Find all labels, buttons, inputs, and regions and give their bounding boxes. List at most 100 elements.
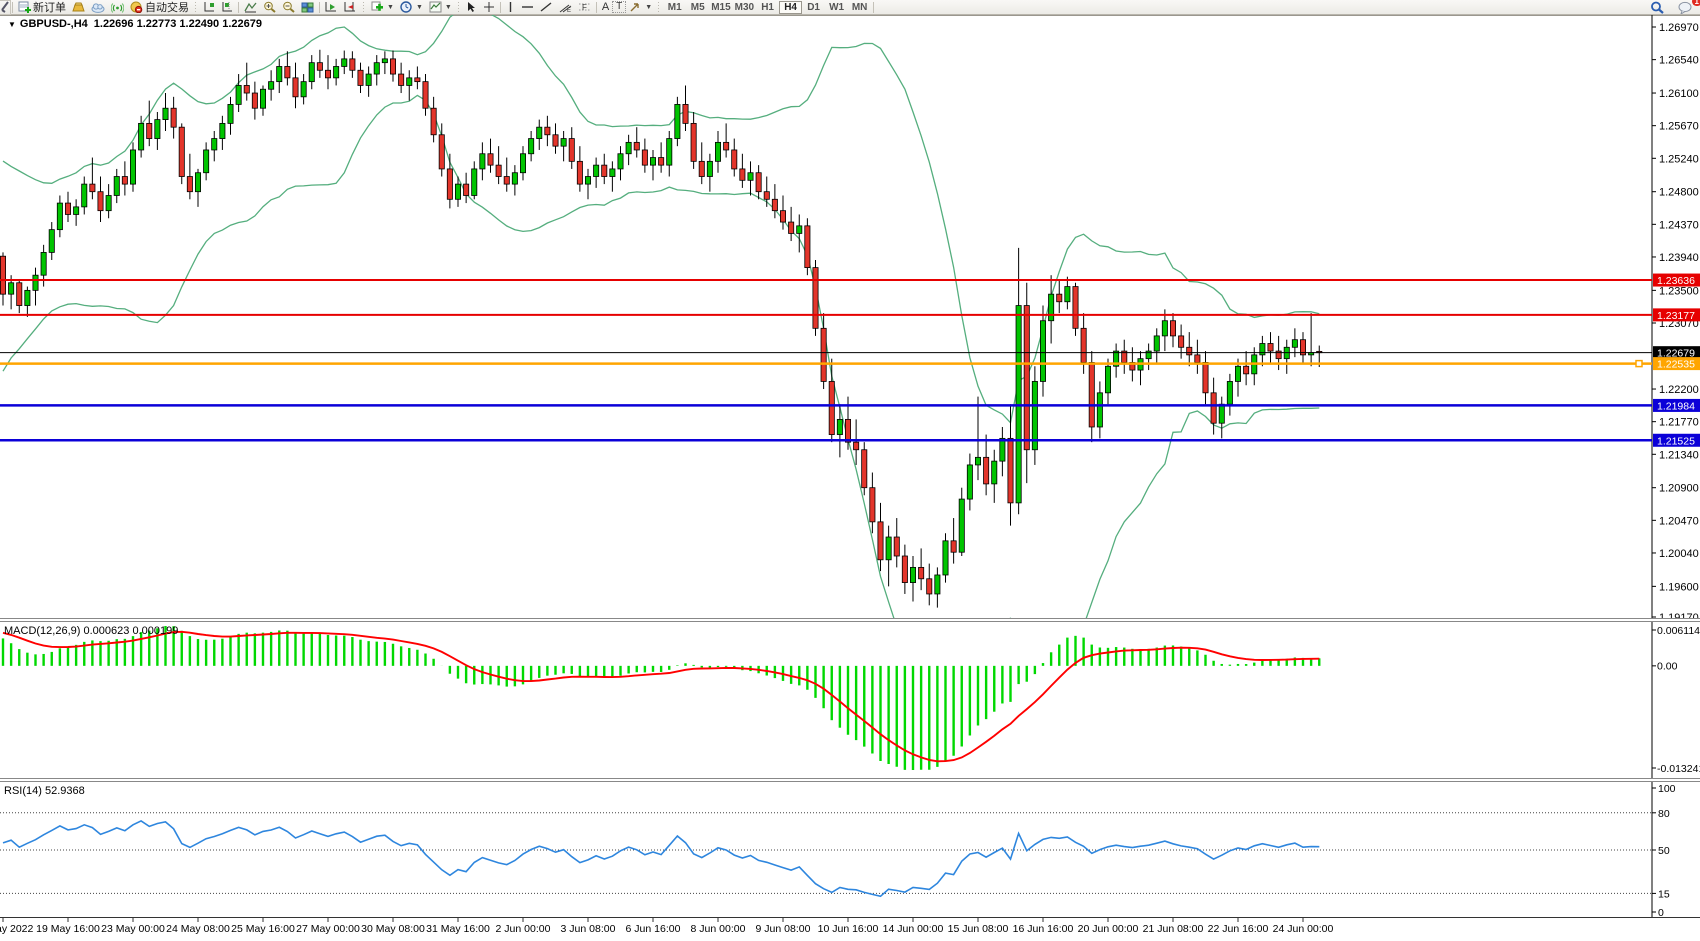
price-chart[interactable]: 1.26970 1.26540 1.26100 1.25670 1.25240 1.248…	[0, 15, 1700, 621]
tile-windows-button[interactable]	[298, 1, 317, 14]
toolbar-grip[interactable]	[194, 1, 198, 13]
zoom-in-button[interactable]	[260, 1, 279, 14]
svg-text:1.20900: 1.20900	[1659, 483, 1699, 495]
zoom-in-icon	[264, 1, 276, 13]
chart-shift-axis-icon	[222, 2, 232, 12]
macd-chart[interactable]: 0.006114 0.00 -0.013241	[0, 618, 1700, 778]
autotrading-label: 自动交易	[145, 2, 189, 14]
svg-text:1.25670: 1.25670	[1659, 121, 1699, 133]
svg-text:16 Jun 16:00: 16 Jun 16:00	[1013, 923, 1074, 935]
svg-text:30 May 08:00: 30 May 08:00	[361, 923, 425, 935]
cursor-icon	[467, 2, 475, 12]
search-button[interactable]	[1647, 1, 1667, 14]
svg-text:1.23177: 1.23177	[1657, 310, 1695, 322]
svg-text:1.21525: 1.21525	[1657, 435, 1695, 447]
chevron-down-icon: ▼	[415, 3, 423, 11]
main-chart-panel[interactable]: ▼ GBPUSD-,H4 1.22696 1.22773 1.22490 1.226…	[0, 15, 1700, 621]
signals-button[interactable]	[108, 1, 127, 14]
toolbar-separator	[238, 1, 239, 13]
templates-button[interactable]: ▼	[426, 1, 455, 14]
svg-text:23 May 00:00: 23 May 00:00	[101, 923, 165, 935]
svg-text:19 May 16:00: 19 May 16:00	[36, 923, 100, 935]
svg-text:21 Jun 08:00: 21 Jun 08:00	[1143, 923, 1204, 935]
svg-text:1.21340: 1.21340	[1659, 449, 1699, 461]
shapes-button[interactable]: ▼	[626, 1, 655, 14]
text-tool-button[interactable]: A	[599, 1, 612, 14]
autotrading-button[interactable]: 自动交易	[127, 1, 192, 14]
text-label-tool-button[interactable]: T	[612, 1, 627, 13]
rsi-panel[interactable]: RSI(14) 52.9368 100 80 50 15 0	[0, 778, 1700, 917]
chart-shift-axis-button[interactable]	[218, 1, 236, 14]
fibonacci-tool-button[interactable]: F	[575, 1, 594, 14]
new-order-label: 新订单	[33, 2, 66, 14]
chevron-down-icon: ▼	[444, 3, 452, 11]
svg-text:0: 0	[1658, 907, 1664, 917]
timeframe-m30[interactable]: M30	[734, 1, 755, 13]
toolbar-grip[interactable]	[362, 1, 366, 13]
crosshair-tool-button[interactable]	[480, 1, 498, 14]
toolbar-separator	[873, 1, 875, 13]
timeframe-h4[interactable]: H4	[779, 0, 803, 14]
svg-text:24 May 08:00: 24 May 08:00	[166, 923, 230, 935]
timeframe-m1[interactable]: M1	[667, 1, 682, 13]
new-order-button[interactable]: 新订单	[15, 1, 69, 14]
svg-text:1.19170: 1.19170	[1659, 612, 1699, 621]
clipped-edge-icon[interactable]	[0, 0, 11, 15]
timeframe-m15[interactable]: M15	[711, 1, 731, 13]
svg-text:0.00: 0.00	[1657, 660, 1678, 672]
svg-text:25 May 16:00: 25 May 16:00	[231, 923, 295, 935]
timeframe-m5[interactable]: M5	[690, 1, 705, 13]
macd-panel[interactable]: MACD(12,26,9) 0.000623 0.000199 0.006114…	[0, 618, 1700, 778]
timeframe-d1[interactable]: D1	[807, 1, 820, 13]
chart-shift-button[interactable]	[341, 1, 360, 14]
autoscroll-button[interactable]	[322, 1, 341, 14]
channel-tool-button[interactable]: E	[556, 1, 575, 14]
vertical-line-tool-button[interactable]	[503, 1, 518, 14]
channel-icon: E	[559, 4, 572, 13]
fibonacci-icon: F	[578, 3, 590, 12]
chart-window-button[interactable]	[241, 1, 260, 14]
chart-window-icon	[244, 2, 257, 13]
tile-windows-icon	[301, 2, 314, 13]
svg-text:27 May 00:00: 27 May 00:00	[296, 923, 360, 935]
market-gold-button[interactable]	[69, 1, 88, 14]
svg-text:1.26100: 1.26100	[1659, 88, 1699, 100]
notification-badge: 1	[1691, 0, 1700, 6]
cloud-button[interactable]	[88, 1, 108, 14]
svg-text:15 Jun 08:00: 15 Jun 08:00	[948, 923, 1009, 935]
new-order-icon	[18, 1, 31, 13]
svg-text:1.20470: 1.20470	[1659, 515, 1699, 527]
periods-button[interactable]: ▼	[397, 1, 426, 14]
svg-text:9 Jun 08:00: 9 Jun 08:00	[756, 923, 811, 935]
cursor-tool-button[interactable]	[463, 1, 480, 14]
svg-text:1.23500: 1.23500	[1659, 285, 1699, 297]
svg-text:80: 80	[1658, 808, 1670, 820]
timeframe-mn[interactable]: MN	[851, 1, 868, 13]
svg-text:1.26540: 1.26540	[1659, 55, 1699, 67]
trendline-tool-button[interactable]	[537, 1, 556, 14]
autotrading-icon	[130, 1, 143, 13]
svg-text:31 May 16:00: 31 May 16:00	[426, 923, 490, 935]
timeframe-w1[interactable]: W1	[829, 1, 845, 13]
timeframe-h1[interactable]: H1	[761, 1, 774, 13]
crosshair-icon	[483, 2, 494, 12]
rsi-chart[interactable]: 100 80 50 15 0	[0, 778, 1700, 917]
svg-text:14 Jun 00:00: 14 Jun 00:00	[883, 923, 944, 935]
indicators-button[interactable]: ▼	[368, 1, 397, 14]
svg-text:22 Jun 16:00: 22 Jun 16:00	[1208, 923, 1269, 935]
text-icon: A	[601, 1, 610, 13]
vertical-line-icon	[509, 2, 512, 12]
notifications-button[interactable]: 1	[1675, 0, 1700, 14]
autoscroll-axis-icon	[204, 2, 214, 12]
indicators-icon	[371, 1, 383, 11]
shapes-icon	[630, 3, 639, 12]
toolbar-grip[interactable]	[456, 1, 461, 13]
toolbar-separator	[595, 1, 597, 13]
autoscroll-axis-button[interactable]	[200, 1, 218, 14]
toolbar-grip[interactable]	[657, 1, 662, 13]
zoom-out-button[interactable]	[279, 1, 298, 14]
horizontal-line-tool-button[interactable]	[518, 1, 537, 14]
